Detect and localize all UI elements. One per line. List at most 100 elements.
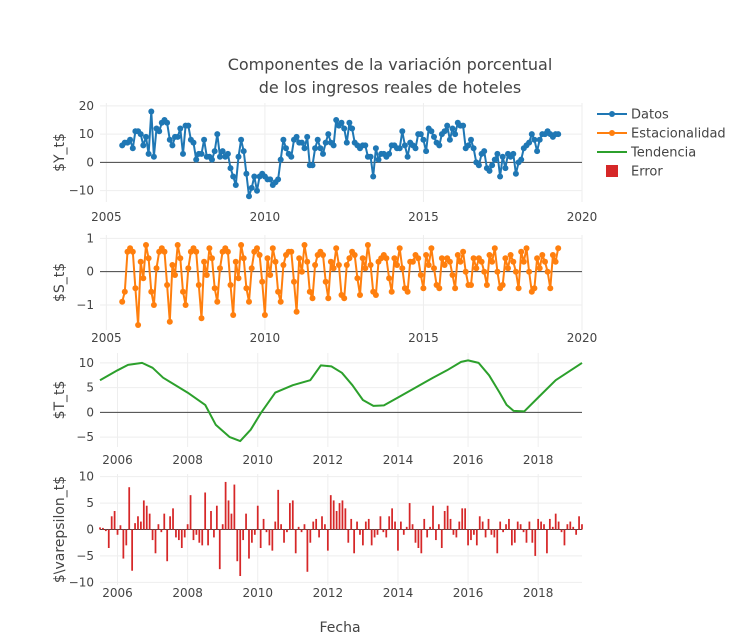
error-bar	[470, 529, 472, 541]
series-point	[436, 285, 443, 292]
series-point	[322, 139, 329, 146]
series-point	[539, 252, 546, 258]
legend-item-3[interactable]: Tendencia	[597, 146, 696, 161]
series-point	[312, 262, 319, 268]
error-bar	[102, 527, 104, 530]
x-tick-label: 2014	[383, 586, 414, 600]
series-point	[309, 162, 316, 169]
series-point	[454, 252, 461, 258]
series-point	[494, 150, 501, 157]
series-point	[230, 173, 237, 180]
error-bar	[338, 503, 341, 530]
series-point	[240, 255, 247, 262]
series-point	[240, 148, 247, 155]
error-bar	[233, 484, 236, 530]
series-point	[457, 258, 464, 265]
legend-item-4[interactable]: Error	[606, 165, 663, 180]
series-point	[372, 145, 379, 152]
series-point	[169, 262, 176, 268]
y-tick-label: 5	[86, 496, 94, 510]
error-bar	[554, 513, 557, 530]
series-point	[254, 245, 260, 252]
series-point	[468, 136, 474, 143]
error-bar	[107, 529, 110, 548]
series-point	[256, 252, 263, 258]
series-point	[431, 133, 437, 140]
error-bar	[508, 518, 510, 530]
error-bar	[195, 529, 198, 535]
error-bar	[239, 529, 242, 577]
series-point	[526, 268, 533, 275]
series-point	[489, 258, 496, 265]
chart-legend[interactable]: Datos Estacionalidad Tendencia Error	[597, 108, 726, 180]
error-bar	[245, 513, 247, 530]
error-bar	[116, 529, 119, 535]
series-point	[227, 282, 234, 288]
error-bar	[128, 487, 131, 530]
error-bar	[429, 526, 431, 530]
error-bar	[262, 518, 265, 530]
series-point	[333, 117, 340, 123]
series-point	[309, 295, 316, 302]
error-bar	[566, 524, 569, 530]
x-tick-label: 2020	[567, 210, 598, 224]
series-point	[544, 268, 551, 275]
error-bar	[104, 529, 107, 532]
legend-item-2[interactable]: Estacionalidad	[597, 127, 726, 142]
series-point	[283, 145, 289, 152]
series-point	[420, 136, 427, 143]
error-bar	[551, 526, 554, 530]
series-point	[177, 255, 184, 262]
legend-swatch	[606, 165, 618, 177]
series-point	[481, 148, 488, 155]
series-point	[555, 131, 562, 138]
y-tick-label: 10	[79, 127, 94, 141]
y-tick-label: −10	[69, 575, 94, 589]
error-bar	[435, 529, 437, 541]
error-bar	[198, 529, 201, 543]
error-bar	[563, 529, 566, 546]
error-bar	[569, 521, 572, 530]
error-bar	[215, 505, 218, 530]
series-point	[481, 268, 488, 275]
series-point	[166, 318, 173, 325]
series-point	[193, 248, 200, 255]
series-point	[164, 119, 171, 126]
series-point	[510, 258, 517, 265]
error-bar	[274, 521, 277, 530]
series-point	[489, 162, 496, 169]
series-point	[444, 122, 451, 129]
series-point	[343, 262, 350, 268]
x-tick-label: 2018	[523, 586, 554, 600]
series-point	[502, 255, 509, 262]
error-bar	[376, 529, 379, 535]
y-axis-label: $Y_t$	[52, 133, 68, 172]
legend-item-1[interactable]: Datos	[597, 108, 669, 123]
series-point	[494, 268, 501, 275]
series-point	[452, 131, 459, 138]
series-point	[243, 170, 250, 177]
error-bar	[268, 529, 271, 546]
error-bar	[145, 505, 148, 530]
series-point	[396, 245, 403, 252]
series-point	[148, 288, 155, 295]
series-point	[446, 258, 453, 265]
series-point	[214, 131, 221, 138]
error-bar	[315, 518, 318, 530]
series-point	[357, 292, 363, 298]
series-point	[555, 245, 562, 252]
series-point	[320, 150, 326, 157]
chart-title-line1: Componentes de la variación porcentual	[228, 55, 553, 74]
series-point	[174, 133, 181, 140]
series-point	[341, 125, 348, 132]
x-tick-label: 2005	[91, 210, 122, 224]
series-point	[150, 153, 157, 160]
series-point	[267, 176, 274, 183]
series-point	[145, 255, 152, 262]
error-bar	[347, 529, 350, 543]
series-point	[547, 285, 554, 292]
error-bar	[490, 529, 493, 535]
error-bar	[362, 529, 364, 546]
error-bar	[467, 529, 469, 546]
series-point	[261, 312, 268, 318]
